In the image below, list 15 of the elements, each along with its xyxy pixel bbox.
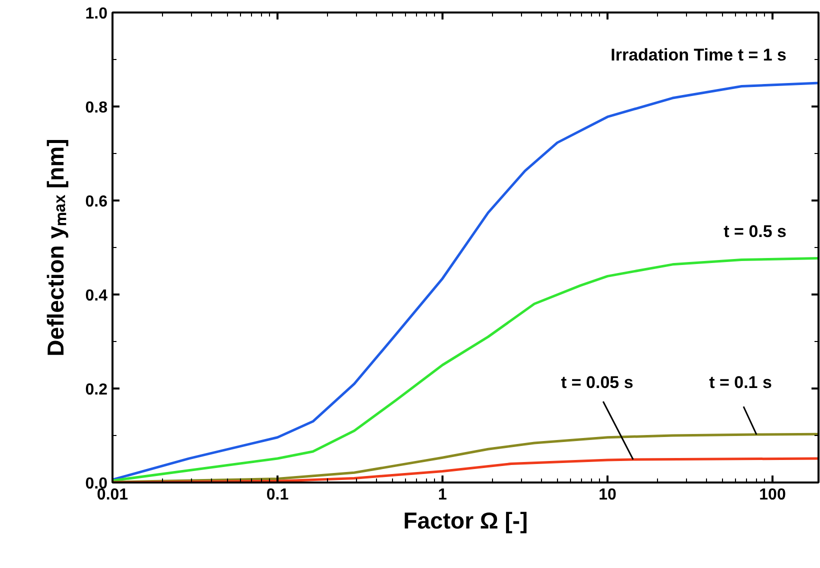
y-axis-title: Deflection yₘₐₓ [nm] xyxy=(42,138,68,356)
x-tick-label: 10 xyxy=(598,486,617,504)
y-tick-label: 0.2 xyxy=(85,382,108,398)
series-label: t = 0.5 s xyxy=(724,222,787,241)
x-tick-label: 1 xyxy=(438,486,448,504)
y-tick-label: 0.8 xyxy=(85,100,108,116)
series-label: Irradation Time t = 1 s xyxy=(610,46,787,64)
text: t = 0.1 s xyxy=(709,373,772,392)
y-tick-label: 0.4 xyxy=(85,288,108,304)
x-axis-title: Factor Ω [-] xyxy=(403,508,528,534)
y-tick-label: 0.6 xyxy=(85,194,108,210)
y-tick-label: 1.0 xyxy=(85,6,108,22)
x-tick-label: 100 xyxy=(759,486,786,504)
x-tick-label: 0.1 xyxy=(266,486,289,504)
text: t = 0.05 s xyxy=(560,372,634,392)
